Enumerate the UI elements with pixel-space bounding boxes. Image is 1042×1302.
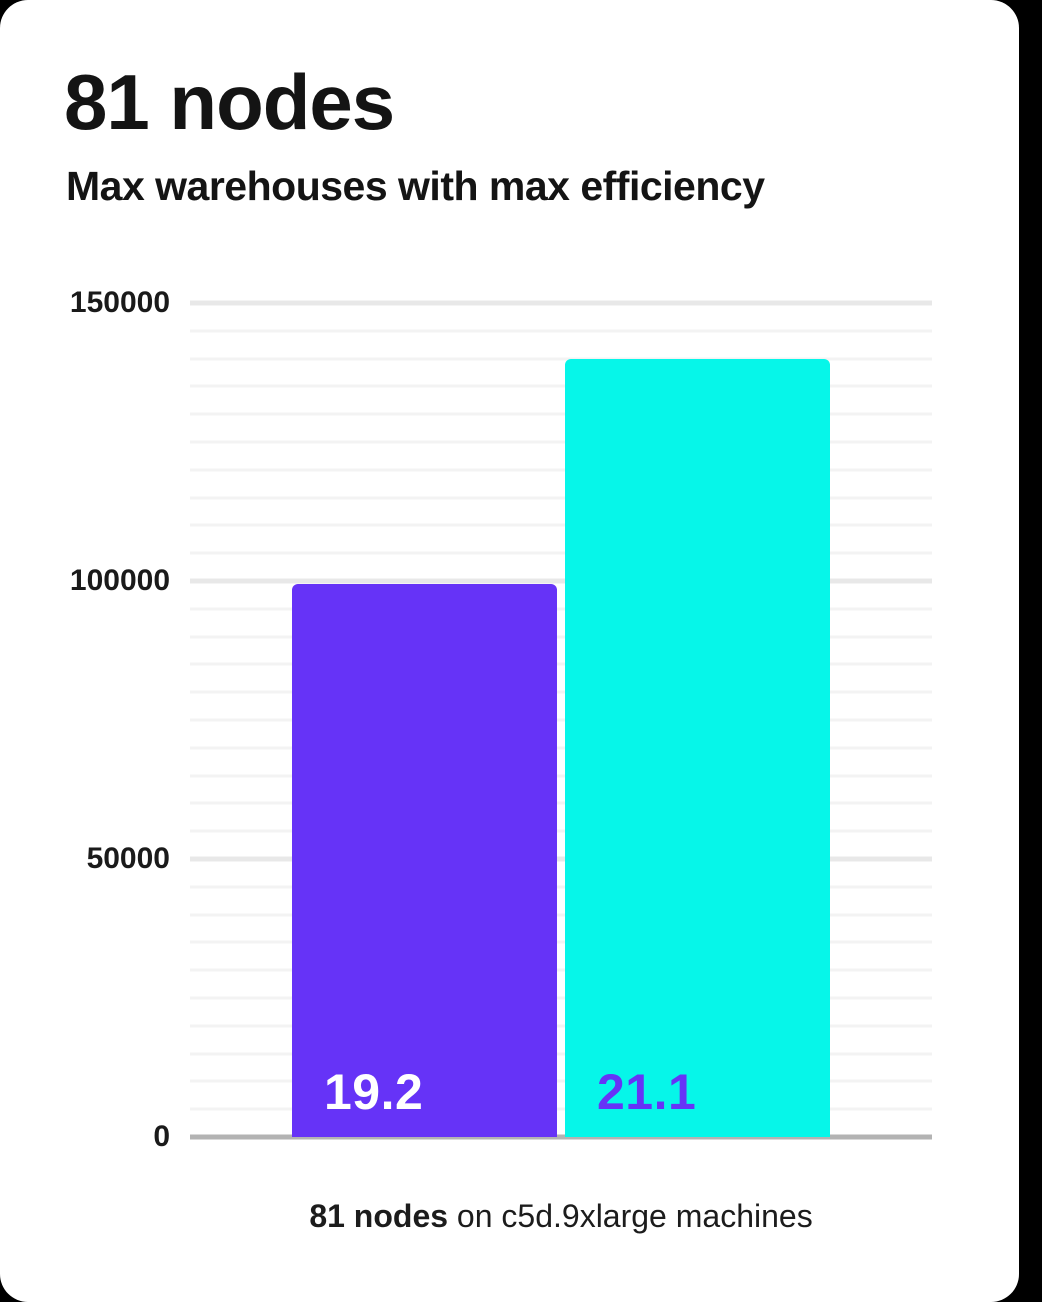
- gridline-minor: [190, 440, 932, 444]
- gridline-major: [190, 578, 932, 584]
- gridline-minor: [190, 829, 932, 833]
- gridline-minor: [190, 940, 932, 944]
- gridline-minor: [190, 496, 932, 500]
- gridline-minor: [190, 468, 932, 472]
- chart-title: 81 nodes: [64, 58, 395, 146]
- caption: 81 nodes on c5d.9xlarge machines: [190, 1198, 932, 1235]
- gridline-minor: [190, 746, 932, 750]
- gridline-minor: [190, 1052, 932, 1056]
- gridline-minor: [190, 718, 932, 722]
- bar: 21.1: [565, 358, 830, 1137]
- y-tick-label: 0: [153, 1120, 170, 1153]
- gridline-minor: [190, 690, 932, 694]
- bar-value-label: 21.1: [597, 1063, 697, 1120]
- gridline-minor: [190, 1024, 932, 1028]
- gridline-minor: [190, 523, 932, 527]
- gridline-minor: [190, 551, 932, 555]
- gridline-minor: [190, 968, 932, 972]
- gridline-major: [190, 300, 932, 306]
- gridline-minor: [190, 635, 932, 639]
- gridline-minor: [190, 1079, 932, 1083]
- gridline-minor: [190, 774, 932, 778]
- bar-value-label: 19.2: [324, 1063, 424, 1120]
- y-tick-label: 100000: [69, 564, 170, 597]
- caption-rest: on c5d.9xlarge machines: [448, 1198, 813, 1234]
- gridline-minor: [190, 357, 932, 361]
- y-tick-label: 150000: [69, 286, 170, 319]
- y-tick-label: 50000: [86, 842, 170, 875]
- gridline-minor: [190, 607, 932, 611]
- plot-area: 0 50000 100000 150000 19.2 21.1: [69, 286, 932, 1153]
- chart-card: 81 nodes Max warehouses with max efficie…: [0, 0, 1019, 1302]
- gridline-minor: [190, 384, 932, 388]
- chart-subtitle: Max warehouses with max efficiency: [66, 163, 765, 209]
- gridline-minor: [190, 913, 932, 917]
- gridline-minor: [190, 412, 932, 416]
- gridline-minor: [190, 801, 932, 805]
- gridline-minor: [190, 329, 932, 333]
- bar: 19.2: [292, 583, 557, 1137]
- gridline-minor: [190, 1107, 932, 1111]
- gridline-major: [190, 856, 932, 862]
- caption-bold: 81 nodes: [309, 1198, 449, 1234]
- x-axis-line: [190, 1134, 932, 1140]
- gridline-minor: [190, 996, 932, 1000]
- gridline-minor: [190, 885, 932, 889]
- gridline-minor: [190, 662, 932, 666]
